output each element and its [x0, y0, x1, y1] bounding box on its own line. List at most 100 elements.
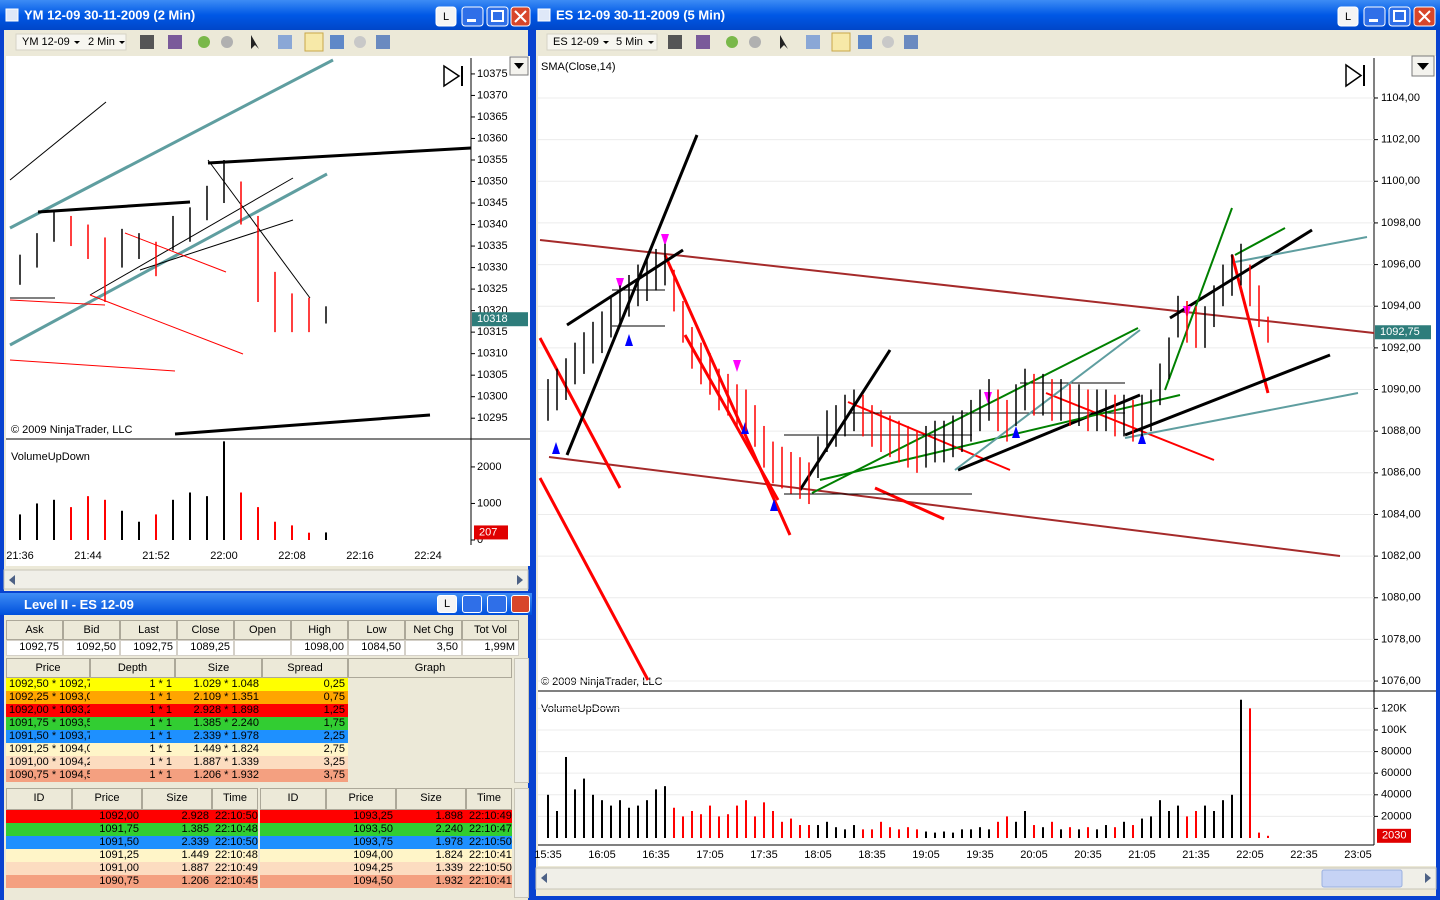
last-volume-label: 207	[479, 526, 497, 538]
last-price-label: 10318	[477, 313, 508, 325]
minimize-button[interactable]	[1363, 6, 1386, 27]
strategy-icon[interactable]	[304, 32, 324, 52]
scroll-right[interactable]	[1425, 873, 1431, 883]
copyright: © 2009 NinjaTrader, LLC	[541, 676, 662, 688]
maximize-button[interactable]	[486, 6, 509, 27]
table-price: 1094,00	[326, 849, 396, 862]
toolbar-selector[interactable]	[15, 33, 127, 51]
scroll-right[interactable]	[517, 575, 523, 585]
link-button[interactable]: L	[437, 595, 457, 613]
table-id	[6, 823, 72, 836]
table-time: 22:10:50	[466, 862, 512, 875]
table-time: 22:10:50	[212, 836, 258, 849]
x-tick-label: 21:44	[74, 550, 102, 562]
table-time: 22:10:41	[466, 875, 512, 888]
table-id	[260, 836, 326, 849]
table-header: Size	[142, 788, 212, 810]
table-price: 1092,00	[72, 810, 142, 823]
toolbar-selector[interactable]	[546, 33, 658, 51]
bar-type-icon[interactable]	[668, 35, 682, 49]
depth-depth: 1 * 1	[90, 730, 175, 743]
table-id	[6, 875, 72, 888]
depth-depth: 1 * 1	[90, 769, 175, 782]
draw-icon[interactable]	[168, 35, 182, 49]
sell-arrow	[661, 234, 669, 246]
toolbar-icons[interactable]	[668, 32, 918, 52]
zoom-out-icon[interactable]	[221, 36, 233, 48]
cursor-icon[interactable]	[780, 35, 788, 49]
table-size: 1.887	[142, 862, 212, 875]
scroll-left[interactable]	[9, 575, 15, 585]
table-header: Time	[466, 788, 512, 810]
zoom-in-icon[interactable]	[726, 36, 738, 48]
interval-selector[interactable]: 2 Min	[88, 36, 115, 48]
link-button[interactable]	[1337, 6, 1359, 27]
x-tick-label: 22:08	[278, 550, 306, 562]
properties-icon[interactable]	[278, 35, 292, 49]
quote-value: 1092,75	[120, 640, 177, 656]
table-id	[6, 810, 72, 823]
scrollbar[interactable]	[3, 569, 529, 590]
scrollbar[interactable]	[514, 658, 529, 783]
instrument-selector[interactable]: ES 12-09	[553, 36, 599, 48]
scrollbar[interactable]	[514, 788, 529, 898]
scroll-thumb[interactable]	[1321, 869, 1403, 888]
quote-value	[234, 640, 291, 656]
zoom-out-icon[interactable]	[749, 36, 761, 48]
depth-size: 1.385 * 2.240	[175, 717, 262, 730]
depth-header: Graph	[348, 658, 512, 678]
table-size: 2.240	[396, 823, 466, 836]
close-button[interactable]	[511, 595, 530, 613]
depth-header: Spread	[262, 658, 348, 678]
channel-line	[539, 239, 1375, 334]
maximize-icon	[491, 10, 504, 22]
link-button[interactable]	[435, 6, 457, 27]
y-tick-label: 1096,00	[1381, 258, 1421, 270]
x-tick-label: 22:16	[346, 550, 374, 562]
toolbar-icons[interactable]	[140, 32, 390, 52]
zoom-in-icon[interactable]	[198, 36, 210, 48]
draw-icon[interactable]	[696, 35, 710, 49]
y-tick-label: 1104,00	[1381, 92, 1420, 104]
data-box-icon[interactable]	[882, 36, 894, 48]
last-volume-box	[1377, 828, 1411, 843]
bar-type-icon[interactable]	[140, 35, 154, 49]
play-icon[interactable]	[1345, 63, 1363, 88]
minimize-button[interactable]	[461, 6, 484, 27]
indicator-icon[interactable]	[330, 35, 344, 49]
play-icon[interactable]	[443, 64, 461, 88]
strategy-icon[interactable]	[831, 32, 851, 52]
properties-icon[interactable]	[806, 35, 820, 49]
depth-price: 1091,50 * 1093,75	[6, 730, 90, 743]
list-icon[interactable]	[904, 35, 918, 49]
interval-selector[interactable]: 5 Min	[616, 36, 643, 48]
table-id	[260, 849, 326, 862]
scroll-left[interactable]	[541, 873, 547, 883]
maximize-button[interactable]	[487, 595, 507, 613]
table-id	[6, 862, 72, 875]
table-time: 22:10:48	[212, 849, 258, 862]
depth-spread: 1,25	[262, 704, 348, 717]
cursor-icon[interactable]	[251, 35, 259, 49]
table-time: 22:10:50	[466, 836, 512, 849]
trend-line	[565, 134, 699, 456]
depth-spread: 0,25	[262, 678, 348, 691]
maximize-button[interactable]	[1388, 6, 1411, 27]
quote-header: Bid	[63, 620, 120, 640]
indicator-icon[interactable]	[858, 35, 872, 49]
link-button-label: L	[443, 11, 449, 23]
table-time: 22:10:49	[466, 810, 512, 823]
data-box-icon[interactable]	[354, 36, 366, 48]
scrollbar[interactable]	[535, 867, 1437, 890]
es-window: ES 12-09 30-11-2009 (5 Min) L ES 12-09 5…	[532, 0, 1440, 900]
quote-value: 3,50	[405, 640, 462, 656]
list-icon[interactable]	[376, 35, 390, 49]
depth-depth: 1 * 1	[90, 691, 175, 704]
depth-depth: 1 * 1	[90, 717, 175, 730]
trend-line	[1164, 207, 1233, 391]
table-size: 1.978	[396, 836, 466, 849]
instrument-selector[interactable]: YM 12-09	[22, 36, 70, 48]
buy-arrow	[1012, 426, 1020, 438]
minimize-button[interactable]	[462, 595, 482, 613]
trend-line	[89, 177, 294, 296]
